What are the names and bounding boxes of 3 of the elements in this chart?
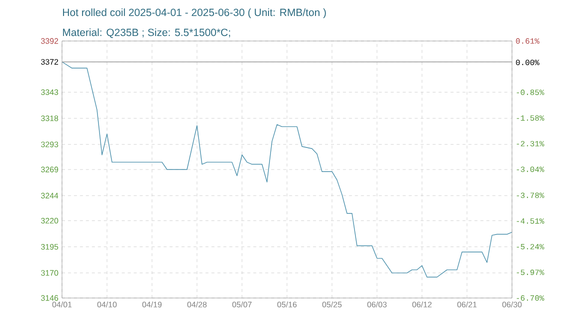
chart-subtitle: Material: Q235B ; Size: 5.5*1500*C;: [63, 28, 230, 38]
line-series: [62, 62, 512, 278]
chart-title: Hot rolled coil 2025-04-01 - 2025-06-30 ( Unit: RMB/ton ): [63, 8, 326, 18]
